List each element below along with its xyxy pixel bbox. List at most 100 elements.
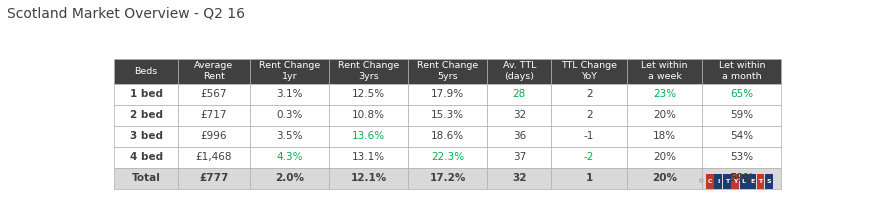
Bar: [114, 126, 178, 147]
Bar: [702, 105, 781, 126]
Text: 12.1%: 12.1%: [350, 173, 387, 183]
Bar: [748, 174, 756, 189]
Bar: [702, 168, 781, 189]
Text: ©: ©: [697, 179, 704, 184]
Bar: [250, 84, 329, 105]
Text: 59%: 59%: [730, 110, 753, 120]
Text: 13.1%: 13.1%: [352, 152, 385, 162]
Text: 0.3%: 0.3%: [276, 110, 303, 120]
Text: Let within
a week: Let within a week: [642, 61, 688, 81]
Bar: [250, 126, 329, 147]
Text: 65%: 65%: [730, 89, 753, 99]
Bar: [114, 105, 178, 126]
Text: 3.1%: 3.1%: [276, 89, 303, 99]
Text: Rent Change
1yr: Rent Change 1yr: [258, 61, 320, 81]
Text: TTL Change
YoY: TTL Change YoY: [561, 61, 617, 81]
Text: Rent Change
3yrs: Rent Change 3yrs: [338, 61, 399, 81]
Bar: [408, 147, 488, 168]
Bar: [551, 147, 627, 168]
Text: 17.9%: 17.9%: [431, 89, 465, 99]
Text: 10.8%: 10.8%: [352, 110, 385, 120]
Bar: [114, 168, 178, 189]
Text: 15.3%: 15.3%: [431, 110, 465, 120]
Text: Average
Rent: Average Rent: [195, 61, 234, 81]
Text: Let within
a month: Let within a month: [719, 61, 765, 81]
Text: 22.3%: 22.3%: [431, 152, 465, 162]
Text: I: I: [717, 179, 720, 184]
Bar: [488, 59, 551, 84]
Text: 17.2%: 17.2%: [429, 173, 466, 183]
Text: 2 bed: 2 bed: [129, 110, 163, 120]
Text: 53%: 53%: [730, 152, 753, 162]
Bar: [488, 168, 551, 189]
Bar: [551, 168, 627, 189]
Bar: [250, 59, 329, 84]
Bar: [551, 59, 627, 84]
Text: 37: 37: [512, 152, 526, 162]
Text: 32: 32: [512, 110, 526, 120]
Bar: [702, 147, 781, 168]
Bar: [551, 126, 627, 147]
Bar: [627, 59, 702, 84]
Text: 28: 28: [512, 89, 526, 99]
Bar: [178, 84, 250, 105]
Bar: [329, 84, 408, 105]
Text: C: C: [708, 179, 712, 184]
Text: £777: £777: [199, 173, 228, 183]
Text: Y: Y: [733, 179, 737, 184]
Bar: [488, 147, 551, 168]
Text: Rent Change
5yrs: Rent Change 5yrs: [417, 61, 479, 81]
Bar: [551, 105, 627, 126]
Bar: [408, 59, 488, 84]
Bar: [488, 84, 551, 105]
Bar: [627, 147, 702, 168]
Text: 4.3%: 4.3%: [276, 152, 303, 162]
Bar: [765, 174, 773, 189]
Text: Scotland Market Overview - Q2 16: Scotland Market Overview - Q2 16: [7, 6, 245, 20]
Text: Beds: Beds: [135, 67, 158, 76]
Bar: [627, 84, 702, 105]
Text: -1: -1: [584, 131, 595, 141]
Bar: [178, 59, 250, 84]
Bar: [329, 147, 408, 168]
Bar: [702, 59, 781, 84]
Bar: [714, 174, 722, 189]
Text: 20%: 20%: [653, 110, 676, 120]
Bar: [178, 105, 250, 126]
Text: 18.6%: 18.6%: [431, 131, 465, 141]
Bar: [551, 84, 627, 105]
Bar: [329, 126, 408, 147]
Bar: [329, 59, 408, 84]
Text: -2: -2: [584, 152, 595, 162]
Bar: [250, 168, 329, 189]
Bar: [408, 84, 488, 105]
Text: 2: 2: [586, 110, 592, 120]
Bar: [408, 126, 488, 147]
Bar: [702, 126, 781, 147]
Bar: [178, 126, 250, 147]
Text: 18%: 18%: [653, 131, 676, 141]
Bar: [488, 105, 551, 126]
Text: £717: £717: [201, 110, 227, 120]
Text: T: T: [758, 179, 763, 184]
Text: 3.5%: 3.5%: [276, 131, 303, 141]
Text: 4 bed: 4 bed: [129, 152, 163, 162]
Bar: [488, 126, 551, 147]
Text: 54%: 54%: [730, 131, 753, 141]
Bar: [114, 84, 178, 105]
Text: Av. TTL
(days): Av. TTL (days): [503, 61, 536, 81]
Text: 1 bed: 1 bed: [129, 89, 163, 99]
Bar: [114, 147, 178, 168]
Bar: [740, 174, 748, 189]
Text: £567: £567: [201, 89, 227, 99]
Text: 2: 2: [586, 89, 592, 99]
Bar: [114, 59, 178, 84]
Text: £996: £996: [201, 131, 227, 141]
Bar: [178, 147, 250, 168]
Bar: [329, 168, 408, 189]
Bar: [757, 174, 765, 189]
Text: 23%: 23%: [653, 89, 676, 99]
Text: 13.6%: 13.6%: [352, 131, 385, 141]
Text: E: E: [750, 179, 754, 184]
Bar: [627, 168, 702, 189]
